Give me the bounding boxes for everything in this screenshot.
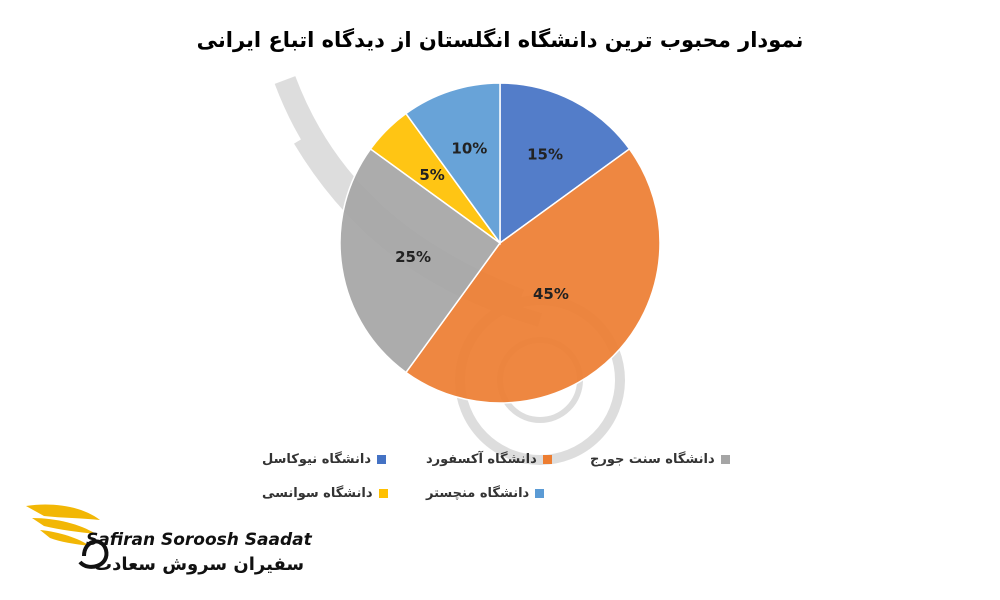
slice-data-label-1: 45% — [533, 285, 569, 303]
legend-swatch — [378, 489, 388, 498]
legend-item-newcastle: دانشگاه نیوکاسل — [262, 452, 387, 467]
legend-label: دانشگاه سوانسی — [262, 486, 373, 501]
wing-logo-icon — [26, 504, 109, 569]
brand-name-persian: سفیران سروش سعادت — [94, 554, 305, 575]
legend-label: دانشگاه سنت جورج — [590, 452, 715, 467]
legend-item-oxford: دانشگاه آکسفورد — [426, 452, 552, 467]
legend-swatch — [720, 455, 730, 464]
slice-data-label-4: 10% — [451, 140, 487, 158]
legend-swatch — [377, 455, 387, 464]
brand-logo: Safiran Soroosh Saadat سفیران سروش سعادت — [22, 496, 312, 586]
legend-swatch — [542, 455, 552, 464]
slice-data-label-2: 25% — [395, 248, 431, 266]
legend-swatch — [535, 489, 545, 498]
legend-label: دانشگاه نیوکاسل — [262, 452, 372, 467]
legend-label: دانشگاه آکسفورد — [426, 452, 537, 467]
pie-slice-2 — [339, 147, 502, 374]
pie-slice-1 — [404, 147, 661, 404]
legend-item-st-george: دانشگاه سنت جورج — [590, 452, 730, 467]
slice-data-label-3: 5% — [419, 166, 444, 184]
pie-slice-labels: 15% 45% 25% 5% 10% — [395, 140, 569, 303]
legend-item-manchester: دانشگاه منچستر — [426, 486, 545, 501]
pie-slice-0 — [499, 82, 631, 245]
legend-label: دانشگاه منچستر — [426, 486, 530, 501]
legend-item-swansea: دانشگاه سوانسی — [262, 486, 388, 501]
pie-slice-4 — [404, 82, 501, 246]
pie-slices — [339, 82, 661, 404]
slice-data-label-0: 15% — [527, 146, 563, 164]
brand-name-english: Safiran Soroosh Saadat — [86, 530, 312, 550]
chart-title: نمودار محبوب ترین دانشگاه انگلستان از دی… — [196, 28, 804, 52]
